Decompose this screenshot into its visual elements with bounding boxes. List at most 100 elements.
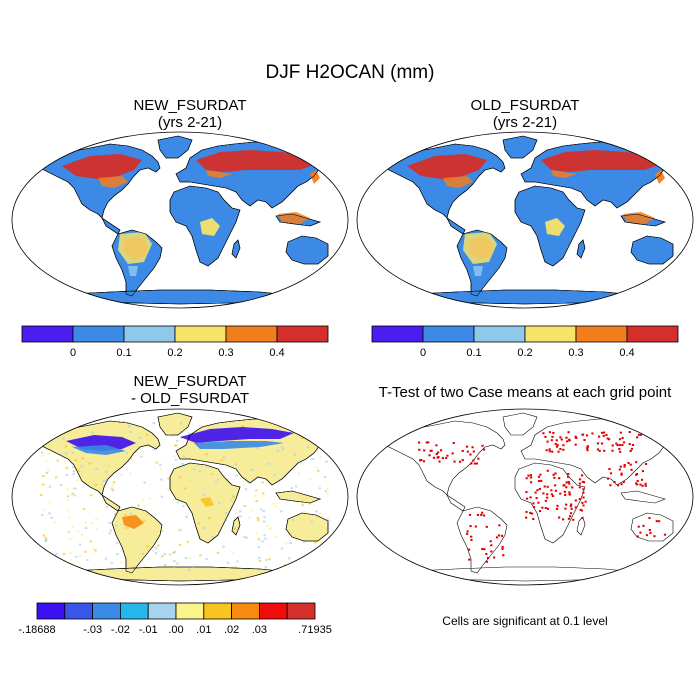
significant-cell: [466, 530, 469, 533]
diff-cell: [315, 466, 318, 469]
significant-cell: [636, 479, 639, 482]
diff-cell: [224, 519, 228, 522]
panel-title-ttest: T-Test of two Case means at each grid po…: [378, 384, 672, 401]
diff-cell: [187, 483, 191, 486]
significant-cell: [582, 491, 585, 494]
diff-cell: [173, 550, 177, 553]
significant-cell: [618, 468, 621, 471]
diff-cell: [108, 521, 111, 524]
significant-cell: [636, 535, 639, 538]
diff-cell: [167, 477, 170, 480]
diff-cell: [144, 564, 147, 567]
diff-cell: [72, 473, 75, 476]
significant-cell: [562, 448, 565, 451]
diff-cell: [250, 468, 253, 471]
diff-cell: [54, 561, 58, 564]
significant-cell: [562, 484, 565, 487]
diff-cell: [239, 515, 242, 518]
significant-cell: [568, 491, 571, 494]
diff-cell: [145, 433, 149, 436]
significant-cell: [572, 518, 575, 521]
significant-cell: [440, 449, 443, 452]
diff-cell: [225, 511, 228, 514]
significant-cell: [627, 462, 630, 465]
diff-cell: [232, 495, 235, 498]
diff-cell: [46, 545, 50, 548]
diff-cell: [276, 450, 280, 453]
significant-cell: [622, 441, 626, 444]
diff-cell: [236, 560, 239, 563]
diff-cell: [40, 451, 44, 454]
field-boreal-na-edge: [98, 176, 128, 188]
significant-cell: [564, 507, 567, 510]
significant-cell: [427, 441, 430, 444]
significant-cell: [559, 492, 562, 495]
diff-cell: [155, 552, 158, 555]
diff-cell: [128, 472, 132, 475]
field-south-america-south: [473, 266, 483, 276]
diff-cell: [287, 557, 291, 560]
significant-cell: [631, 443, 635, 446]
diff-cell: [163, 553, 166, 556]
significant-cell: [473, 462, 476, 465]
diff-cell: [319, 456, 322, 459]
significant-cell: [550, 493, 553, 496]
diff-cell: [189, 451, 192, 454]
significant-cell: [568, 482, 571, 485]
diff-cell: [141, 499, 144, 502]
significant-cell: [525, 510, 528, 513]
significant-cell: [480, 513, 483, 516]
diff-cell: [75, 479, 79, 482]
significant-cell: [569, 512, 573, 515]
significant-cell: [548, 448, 551, 451]
diff-cell: [258, 556, 261, 559]
significant-cell: [602, 431, 606, 434]
significant-cell: [630, 468, 633, 471]
map-background: [357, 409, 693, 585]
diff-cell: [273, 536, 277, 539]
diff-cell: [322, 447, 326, 450]
significant-cell: [635, 473, 639, 476]
diff-cell: [68, 530, 71, 533]
diff-cell: [115, 423, 119, 426]
significant-cell: [552, 431, 555, 434]
diff-cell: [92, 547, 95, 550]
diff-cell: [111, 457, 115, 460]
significant-cell: [574, 499, 577, 502]
diff-cell: [253, 494, 257, 497]
significant-cell: [578, 478, 582, 481]
significant-cell: [469, 525, 472, 528]
diff-cell: [70, 493, 73, 496]
diff-cell: [205, 464, 208, 467]
colorbar-swatch: [473, 325, 526, 343]
diff-cell: [194, 500, 197, 503]
significant-cell: [537, 480, 541, 483]
diff-cell: [160, 495, 164, 498]
diff-cell: [102, 480, 105, 483]
significant-cell: [574, 506, 577, 509]
significant-cell: [579, 508, 582, 511]
diff-cell: [74, 555, 78, 558]
significant-cell: [437, 451, 440, 454]
diff-cell: [114, 513, 117, 516]
significant-cell: [419, 459, 422, 462]
significant-cell: [570, 507, 573, 510]
diff-cell: [255, 489, 258, 492]
diff-cell: [173, 455, 176, 458]
significant-cell: [422, 460, 426, 463]
significant-cell: [470, 535, 473, 538]
colorbar-tick-label: 0.1: [466, 347, 482, 359]
diff-cell: [310, 531, 314, 534]
diff-cell: [94, 518, 98, 521]
diff-cell: [185, 513, 189, 516]
significant-cell: [551, 495, 555, 498]
continent-new-zealand: [678, 542, 686, 560]
colorbar-tick-label: -.18688: [18, 624, 56, 636]
significant-cell: [581, 501, 584, 504]
significant-cell: [546, 485, 549, 488]
diff-cell: [160, 478, 163, 481]
significant-cell: [570, 503, 573, 506]
colorbar-tick-label: 0.3: [218, 347, 234, 359]
significant-cell: [525, 477, 528, 480]
diff-cell: [40, 494, 43, 497]
